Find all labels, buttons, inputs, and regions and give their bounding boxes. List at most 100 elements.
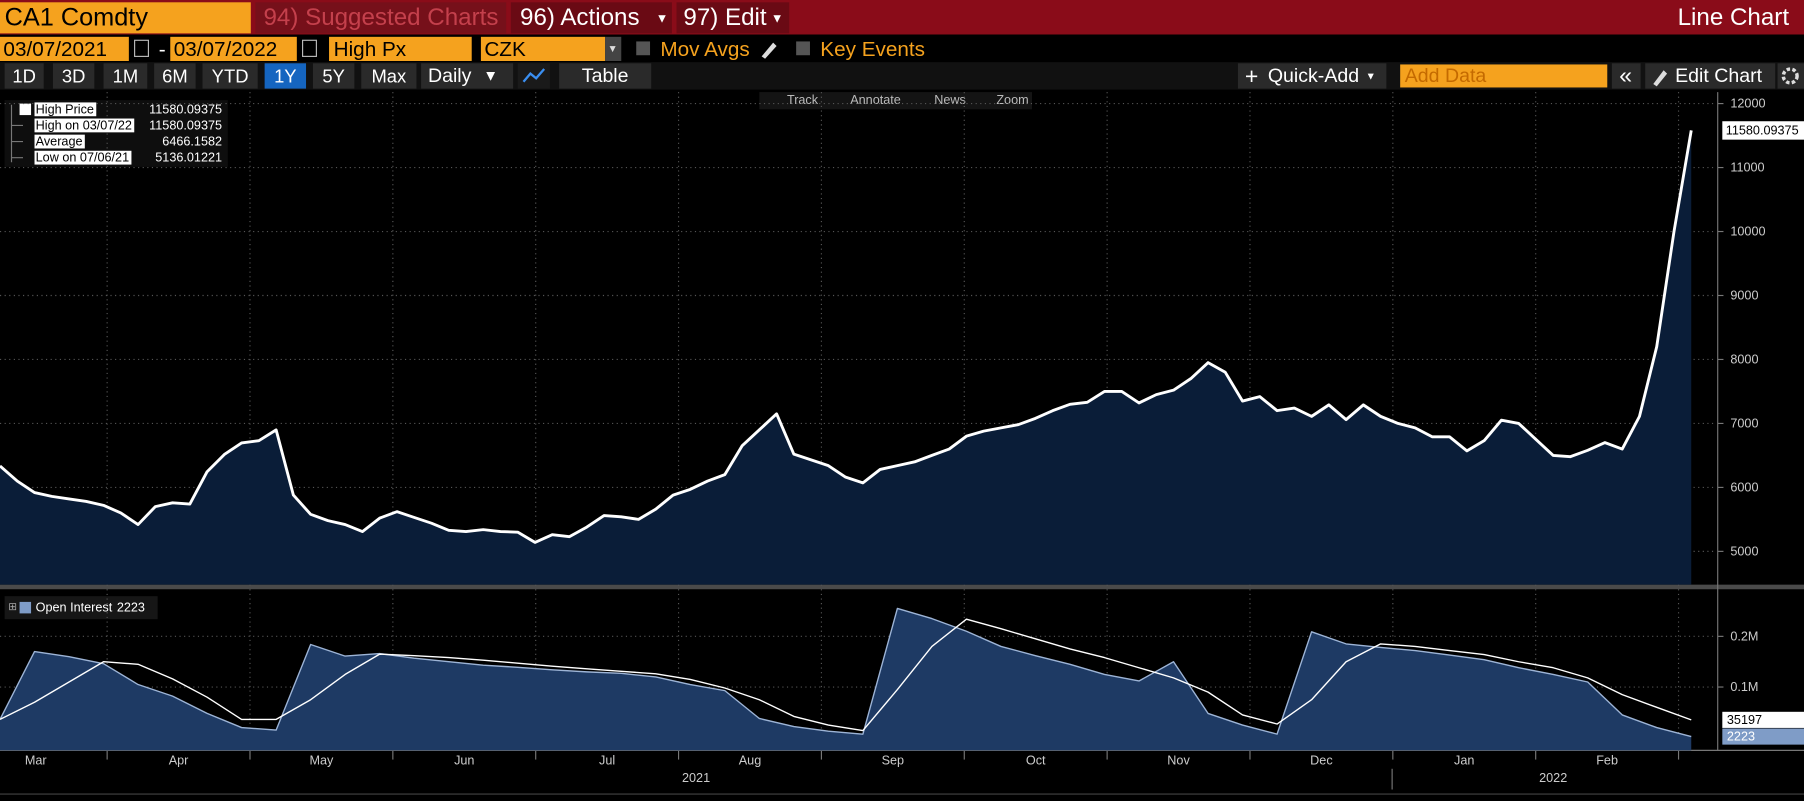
calendar-icon[interactable] — [134, 39, 149, 57]
collapse-button[interactable] — [1611, 63, 1641, 89]
period-button[interactable] — [52, 63, 95, 89]
menu-label: 96) Actions — [520, 4, 639, 31]
menu-button[interactable] — [255, 2, 507, 34]
settings-button[interactable] — [1777, 63, 1804, 89]
legend-swatch — [19, 103, 32, 116]
period-button[interactable] — [103, 63, 148, 89]
y-tick-label: 10000 — [1730, 225, 1765, 239]
control-bar — [0, 34, 1804, 63]
calendar-icon[interactable] — [302, 39, 317, 57]
legend-label: High on 03/07/22 — [36, 118, 132, 132]
legend-label: Average — [36, 135, 83, 149]
pencil-icon — [1653, 70, 1668, 87]
legend-label-bg — [34, 134, 85, 149]
security-box[interactable] — [0, 2, 251, 34]
y-tick-label: 5000 — [1730, 544, 1758, 558]
period-label: 1D — [12, 65, 36, 86]
add-data-placeholder: Add Data — [1405, 65, 1487, 87]
x-tick-label: Dec — [1310, 754, 1332, 768]
legend-label: Open Interest — [36, 601, 113, 615]
dropdown-arrow: ▼ — [771, 11, 784, 25]
legend-value: 11580.09375 — [149, 118, 222, 132]
y-tick-label: 9000 — [1730, 288, 1758, 302]
table-button[interactable] — [559, 63, 652, 89]
currency: CZK — [484, 38, 526, 61]
legend-label-bg — [34, 102, 97, 117]
field-name: High Px — [334, 38, 407, 61]
last-value: 2223 — [1727, 730, 1755, 744]
gear-icon — [1781, 67, 1799, 85]
chart-tool[interactable]: Annotate — [850, 93, 901, 107]
field-input[interactable] — [329, 36, 472, 61]
plus-icon: + — [1245, 63, 1258, 89]
legend-label: Low on 07/06/21 — [36, 151, 129, 165]
last-value-box — [1722, 728, 1804, 745]
y-tick-label: 0.1M — [1730, 680, 1758, 694]
dropdown-button[interactable] — [605, 36, 622, 61]
x-group-label: 2021 — [682, 771, 710, 785]
legend-value: 6466.1582 — [162, 135, 222, 149]
y-tick-label: 8000 — [1730, 352, 1758, 366]
date-separator: - — [159, 38, 166, 61]
y-tick-label: 7000 — [1730, 416, 1758, 430]
option-label: Mov Avgs — [660, 38, 749, 61]
expand-icon[interactable]: ⊞ — [8, 602, 17, 613]
line — [0, 130, 1693, 544]
last-value: 35197 — [1727, 713, 1762, 727]
pencil-icon[interactable] — [761, 42, 777, 59]
x-tick-label: Apr — [169, 754, 189, 768]
last-value-box — [1722, 121, 1804, 140]
line-icon — [522, 68, 546, 83]
x-tick-label: Aug — [739, 754, 761, 768]
x-tick-label: Nov — [1167, 754, 1190, 768]
panel-divider[interactable] — [0, 584, 1804, 590]
menu-button[interactable] — [510, 2, 672, 34]
chart-tool[interactable]: News — [934, 93, 966, 107]
quick-add-label: Quick-Add — [1268, 65, 1359, 87]
period-button[interactable] — [154, 63, 196, 89]
x-tick-label: Jun — [454, 754, 474, 768]
x-tick-label: May — [309, 754, 334, 768]
x-tick-label: Jan — [1454, 754, 1474, 768]
period-label: YTD — [212, 65, 249, 86]
legend-label: High Price — [36, 102, 94, 116]
table-label: Table — [582, 65, 629, 87]
currency-input[interactable] — [480, 36, 606, 61]
dropdown-arrow: ▼ — [656, 11, 669, 25]
x-tick-label: Sep — [882, 754, 904, 768]
checkbox[interactable] — [796, 41, 810, 56]
x-group-label: 2022 — [1539, 771, 1567, 785]
period-button[interactable] — [264, 63, 307, 89]
y-tick-label: 6000 — [1730, 480, 1758, 494]
period-button[interactable] — [4, 63, 44, 89]
legend-label-bg — [34, 150, 132, 165]
last-value-box — [1722, 711, 1804, 728]
period-button[interactable] — [312, 63, 355, 89]
period-button[interactable] — [202, 63, 258, 89]
date-input[interactable] — [0, 36, 129, 61]
add-data-input[interactable] — [1400, 64, 1608, 88]
chart-tool[interactable]: Zoom — [996, 93, 1028, 107]
period-button[interactable] — [361, 63, 417, 89]
dropdown-arrow: ▼ — [1366, 72, 1376, 83]
menu-label: 97) Edit — [683, 4, 767, 31]
menu-button[interactable] — [676, 2, 790, 34]
legend-value: 2223 — [117, 601, 145, 615]
legend-value: 5136.01221 — [155, 151, 222, 165]
date-input[interactable] — [170, 36, 297, 61]
collapse-icon: « — [1619, 62, 1632, 88]
menu-label: 94) Suggested Charts — [263, 4, 498, 31]
x-tick-label: Feb — [1596, 754, 1618, 768]
line — [0, 618, 1692, 732]
edit-chart-button[interactable] — [1645, 63, 1776, 89]
period-label: 6M — [162, 65, 188, 86]
chart-tool[interactable]: Track — [787, 93, 819, 107]
checkbox[interactable] — [636, 41, 651, 56]
frequency-button[interactable] — [421, 63, 514, 89]
end-date: 03/07/2022 — [174, 38, 278, 61]
area — [0, 130, 1692, 585]
frequency-label: Daily — [428, 65, 472, 87]
x-tick-label: Jul — [599, 754, 615, 768]
x-tick-label: Oct — [1026, 754, 1046, 768]
quick-add-button[interactable] — [1237, 63, 1387, 89]
